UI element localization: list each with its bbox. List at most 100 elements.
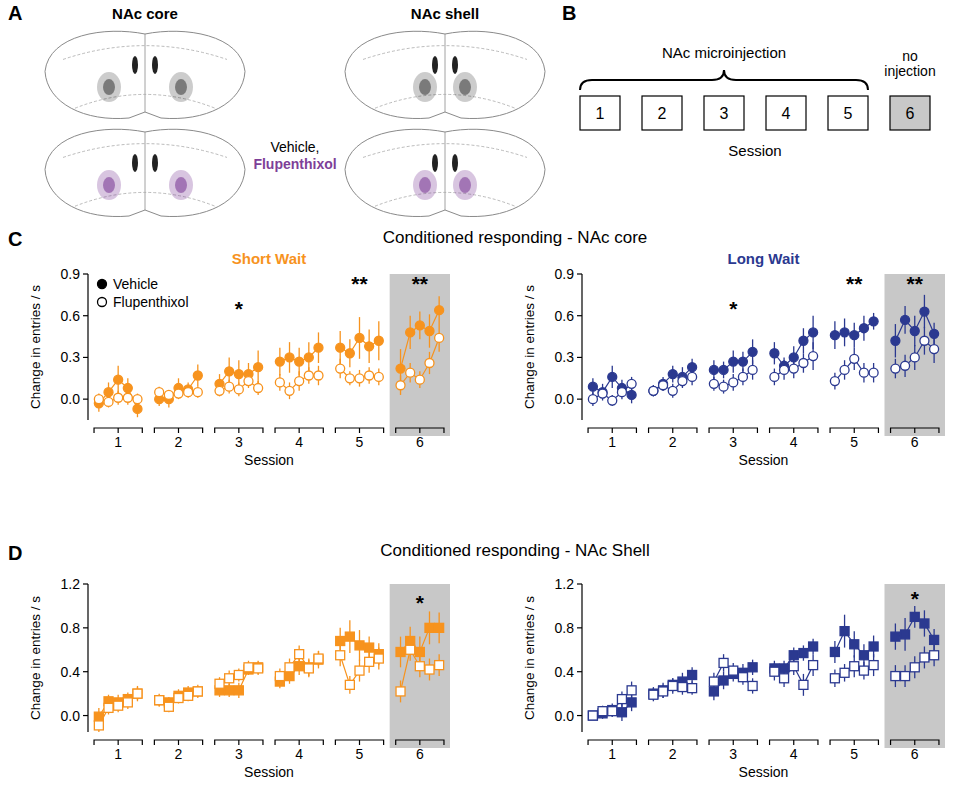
data-point (719, 365, 728, 374)
y-tick-label: 0.0 (555, 708, 575, 724)
data-point (215, 386, 224, 395)
label-line: no (902, 48, 918, 64)
data-point (123, 698, 132, 707)
brain-contour (375, 94, 515, 108)
data-point (850, 354, 859, 363)
data-point (234, 370, 243, 379)
data-point (314, 654, 323, 663)
data-point (295, 357, 304, 366)
x-tick-label: 6 (416, 434, 424, 450)
data-point (770, 349, 779, 358)
series-line (401, 310, 440, 368)
session-bracket (154, 740, 202, 745)
x-tick (299, 740, 300, 745)
data-point (719, 382, 728, 391)
data-point (901, 672, 910, 681)
data-point (396, 687, 405, 696)
x-tick (359, 740, 360, 745)
data-point (809, 352, 818, 361)
data-point (244, 663, 253, 672)
data-point (789, 364, 798, 373)
session-bracket (649, 740, 697, 745)
data-point (709, 677, 718, 686)
x-tick-label: 5 (356, 434, 364, 450)
significance-star: * (911, 587, 920, 610)
x-tick (419, 740, 420, 745)
session-box (642, 96, 682, 130)
data-point (355, 333, 364, 342)
data-point (114, 393, 123, 402)
data-point (659, 381, 668, 390)
x-tick (733, 428, 734, 433)
session-bracket (335, 740, 383, 745)
row-title: Conditioned responding - NAc Shell (380, 541, 649, 560)
data-point (425, 358, 434, 367)
data-point (859, 368, 868, 377)
x-axis-title: Session (244, 764, 294, 780)
data-point (830, 674, 839, 683)
data-point (345, 632, 354, 641)
data-point (688, 372, 697, 381)
data-point (123, 393, 132, 402)
data-point (668, 386, 677, 395)
data-point (859, 651, 868, 660)
data-point (588, 395, 597, 404)
data-point (104, 703, 113, 712)
data-point (155, 696, 164, 705)
figure: ABCDNAc coreNAc shellVehicle,Flupenthixo… (0, 0, 969, 788)
data-point (678, 683, 687, 692)
data-point (627, 698, 636, 707)
x-axis-title: Session (244, 452, 294, 468)
data-point (415, 321, 424, 330)
data-point (164, 390, 173, 399)
data-point (396, 364, 405, 373)
data-point (234, 385, 243, 394)
ventricle (432, 56, 438, 74)
data-point (406, 368, 415, 377)
data-point (920, 336, 929, 345)
x-tick-label: 2 (669, 434, 677, 450)
data-point (104, 397, 113, 406)
data-point (910, 612, 919, 621)
data-point (285, 353, 294, 362)
data-point (425, 623, 434, 632)
x-tick (914, 428, 915, 433)
data-point (184, 691, 193, 700)
data-point (94, 721, 103, 730)
data-point (859, 324, 868, 333)
x-tick (612, 428, 613, 433)
session-bracket (709, 428, 757, 433)
data-point (336, 364, 345, 373)
data-point (588, 711, 597, 720)
y-tick-label: 0.6 (61, 308, 81, 324)
session-bracket (154, 428, 202, 433)
significance-star: ** (412, 272, 429, 295)
data-point (678, 377, 687, 386)
data-point (668, 370, 677, 379)
data-point (709, 365, 718, 374)
data-point (809, 661, 818, 670)
session-bracket (891, 428, 939, 433)
significance-star: ** (351, 272, 368, 295)
data-point (891, 336, 900, 345)
data-point (850, 331, 859, 340)
y-tick-label: 0.0 (61, 391, 81, 407)
data-point (627, 686, 636, 695)
data-point (608, 372, 617, 381)
x-tick-label: 6 (911, 746, 919, 762)
data-point (164, 702, 173, 711)
session-bracket (396, 740, 444, 745)
x-tick (733, 740, 734, 745)
y-tick (577, 583, 582, 584)
x-tick-label: 2 (175, 746, 183, 762)
section-title: NAc core (112, 5, 178, 22)
session-bracket (275, 740, 323, 745)
brain-contour (363, 46, 527, 60)
data-point (748, 681, 757, 690)
ventricle (452, 154, 458, 172)
data-point (617, 708, 626, 717)
data-point (840, 365, 849, 374)
x-tick-label: 1 (608, 434, 616, 450)
x-tick-label: 1 (114, 434, 122, 450)
data-point (608, 707, 617, 716)
